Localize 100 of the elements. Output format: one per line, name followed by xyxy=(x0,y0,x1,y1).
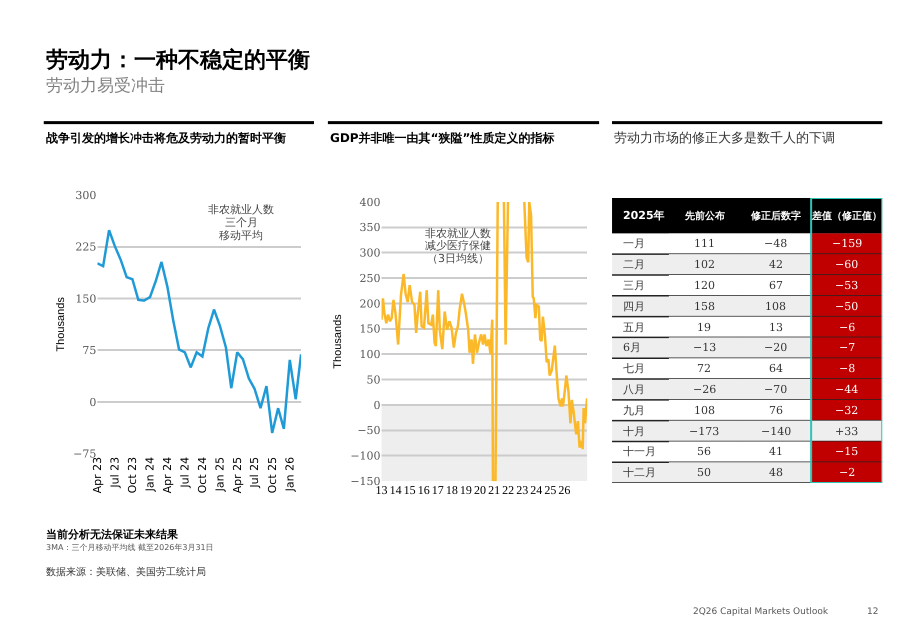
data-label: −44 xyxy=(835,383,858,396)
y-tick-label: 300 xyxy=(360,246,381,260)
x-tick-label: 20 xyxy=(474,483,486,498)
annotation: 移动平均 xyxy=(219,229,263,242)
annotation: 非农就业人数 xyxy=(425,227,491,240)
annotation: （3日均线） xyxy=(427,252,489,265)
x-tick-label: 24 xyxy=(530,483,542,498)
y-tick-label: 100 xyxy=(360,348,381,362)
data-label: −53 xyxy=(835,279,858,292)
data-label: 13 xyxy=(769,321,783,334)
y-tick-label: 一月 xyxy=(623,237,645,250)
x-tick-label: 16 xyxy=(418,483,430,498)
data-label: −8 xyxy=(839,362,856,375)
annotation: 三个月 xyxy=(225,216,258,229)
data-label: 108 xyxy=(694,404,715,417)
y-tick-label: 十一月 xyxy=(623,445,656,458)
text: 3MA：三个月移动平均线 截至2026年3月31日 xyxy=(46,543,214,552)
y-tick-label: 250 xyxy=(360,272,381,285)
y-tick-label: 八月 xyxy=(623,383,645,396)
x-tick-label: Apr 24 xyxy=(160,456,174,494)
x-tick-label: 先前公布 xyxy=(684,210,725,222)
data-label: −15 xyxy=(835,445,858,458)
data-label: 111 xyxy=(694,237,715,250)
x-tick-label: 19 xyxy=(460,483,472,498)
text: 12 xyxy=(867,607,878,617)
x-tick-label: Oct 25 xyxy=(266,456,279,494)
x-tick-label: 23 xyxy=(516,483,528,498)
data-label: 102 xyxy=(694,258,715,271)
x-tick-label: 修正后数字 xyxy=(750,210,801,222)
data-label: −2 xyxy=(839,466,856,479)
text: 2Q26 Capital Markets Outlook xyxy=(693,607,829,617)
x-tick-label: Apr 25 xyxy=(230,456,244,494)
x-tick-label: Oct 23 xyxy=(126,456,139,494)
source-note: 数据来源：美联储、美国劳工统计局 xyxy=(46,566,206,578)
data-label: 120 xyxy=(694,279,715,292)
data-label: 108 xyxy=(765,300,786,313)
line-series xyxy=(97,228,302,434)
x-tick-label: 25 xyxy=(544,483,556,498)
annotation: 减少医疗保健 xyxy=(425,239,491,252)
data-label: −70 xyxy=(764,383,788,396)
data-label: −140 xyxy=(761,425,792,438)
data-label: 19 xyxy=(697,321,711,334)
y-tick-label: 300 xyxy=(75,188,96,202)
y-tick-label: 十二月 xyxy=(623,466,656,479)
x-tick-label: Jul 25 xyxy=(248,456,262,489)
x-tick-label: 差值（修正值） xyxy=(811,210,882,222)
x-tick-label: 17 xyxy=(432,483,444,498)
x-tick-label: Jan 25 xyxy=(214,456,227,492)
y-tick-label: 九月 xyxy=(623,404,645,417)
data-label: 42 xyxy=(769,258,783,271)
data-label: 48 xyxy=(769,466,783,479)
y-tick-label: 200 xyxy=(360,297,381,310)
x-tick-label: Jul 24 xyxy=(178,456,192,489)
data-label: −7 xyxy=(839,341,856,354)
text: 劳动力：一种不稳定的平衡 xyxy=(46,47,310,73)
y-tick-label: −100 xyxy=(350,450,381,463)
data-label: −50 xyxy=(835,300,858,313)
x-tick-label: 14 xyxy=(390,483,402,498)
data-label: −173 xyxy=(689,425,720,438)
y-tick-label: 150 xyxy=(360,322,381,336)
data-label: −159 xyxy=(832,237,862,250)
data-label: 56 xyxy=(697,445,711,458)
data-label: −13 xyxy=(693,341,716,354)
y-tick-label: 75 xyxy=(82,344,96,358)
data-label: −26 xyxy=(693,383,716,396)
text: 劳动力易受冲击 xyxy=(46,76,165,96)
y-tick-label: 0 xyxy=(89,396,96,409)
chart-title: 劳动力市场的修正大多是数千人的下调 xyxy=(614,131,835,146)
data-label: 41 xyxy=(769,445,783,458)
y-axis-title: 2025年 xyxy=(623,209,665,222)
x-tick-label: 26 xyxy=(558,483,570,498)
y-tick-label: 150 xyxy=(75,292,96,306)
y-tick-label: 400 xyxy=(360,196,381,209)
data-label: 64 xyxy=(769,362,783,375)
y-tick-label: 0 xyxy=(374,398,381,412)
y-axis-title: Thousands xyxy=(332,314,344,369)
y-tick-label: 四月 xyxy=(623,300,645,313)
y-tick-label: 三月 xyxy=(623,279,645,292)
annotation: 非农就业人数 xyxy=(208,203,274,216)
data-label: 158 xyxy=(694,300,715,313)
y-tick-label: 225 xyxy=(75,240,96,254)
y-axis-title: Thousands xyxy=(54,296,67,352)
x-tick-label: Oct 24 xyxy=(196,456,209,494)
data-label: −32 xyxy=(835,404,858,417)
data-label: +33 xyxy=(835,425,858,438)
data-label: −48 xyxy=(764,237,788,250)
x-tick-label: Jul 23 xyxy=(108,456,122,489)
x-tick-label: 18 xyxy=(446,483,458,498)
data-label: −20 xyxy=(764,341,788,354)
data-label: 76 xyxy=(769,404,783,417)
data-label: 67 xyxy=(769,279,783,292)
y-tick-label: 50 xyxy=(366,373,381,386)
y-tick-label: 二月 xyxy=(623,258,645,271)
data-label: −60 xyxy=(835,258,858,271)
text: 当前分析无法保证未来结果 xyxy=(46,528,179,541)
x-tick-label: 22 xyxy=(502,483,514,498)
data-label: 72 xyxy=(697,362,711,375)
x-tick-label: 21 xyxy=(488,483,500,498)
y-tick-label: 十月 xyxy=(623,425,645,438)
data-label: 50 xyxy=(697,466,711,479)
